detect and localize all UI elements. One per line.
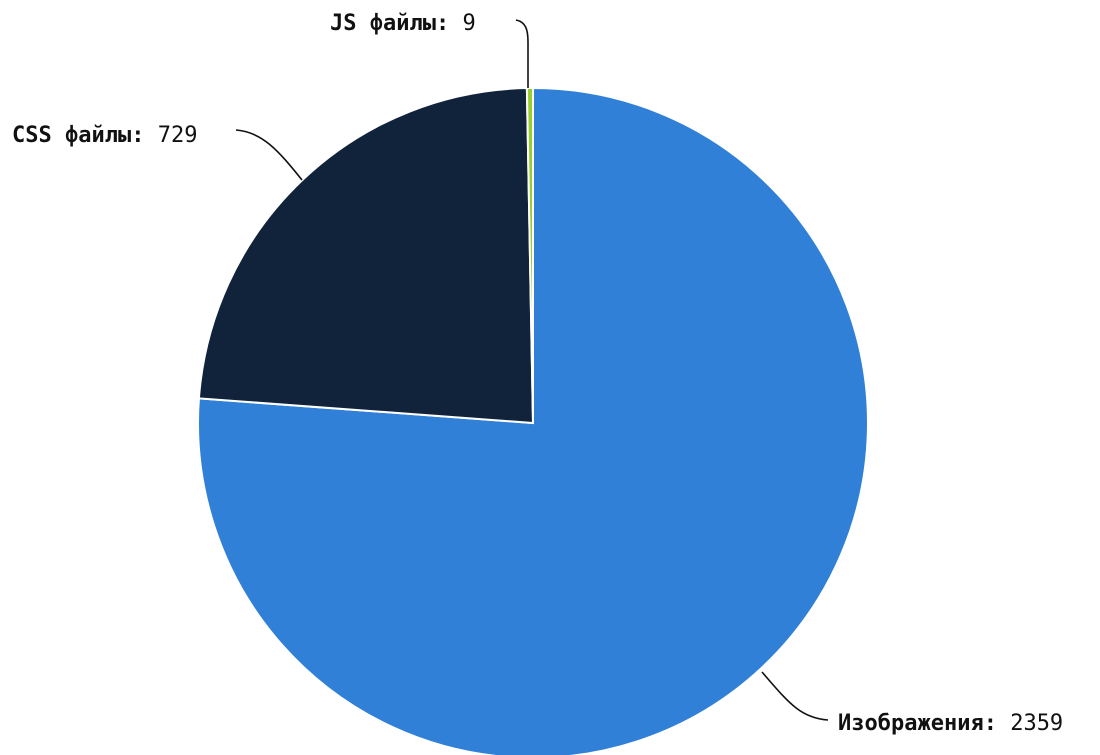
pie-slice-2 xyxy=(525,86,534,424)
slice-label-2: JS файлы: 9 xyxy=(330,11,476,36)
slice-label-1: CSS файлы: 729 xyxy=(12,123,197,148)
slice-label-value: 729 xyxy=(144,123,197,148)
label-connector-0 xyxy=(761,671,829,721)
slice-label-name: CSS файлы: xyxy=(12,123,144,148)
slice-label-name: Изображения: xyxy=(838,711,997,736)
label-connector-1 xyxy=(235,129,303,181)
slice-label-value: 2359 xyxy=(997,711,1063,736)
slice-label-value: 9 xyxy=(449,11,476,36)
slice-label-name: JS файлы: xyxy=(330,11,449,36)
pie-labels: Изображения: 2359 CSS файлы: 729 JS файлы:… xyxy=(12,11,1063,736)
slice-label-0: Изображения: 2359 xyxy=(838,711,1063,736)
pie-slice-1 xyxy=(197,87,535,425)
label-connector-2 xyxy=(515,19,529,88)
pie-slices xyxy=(197,86,869,755)
